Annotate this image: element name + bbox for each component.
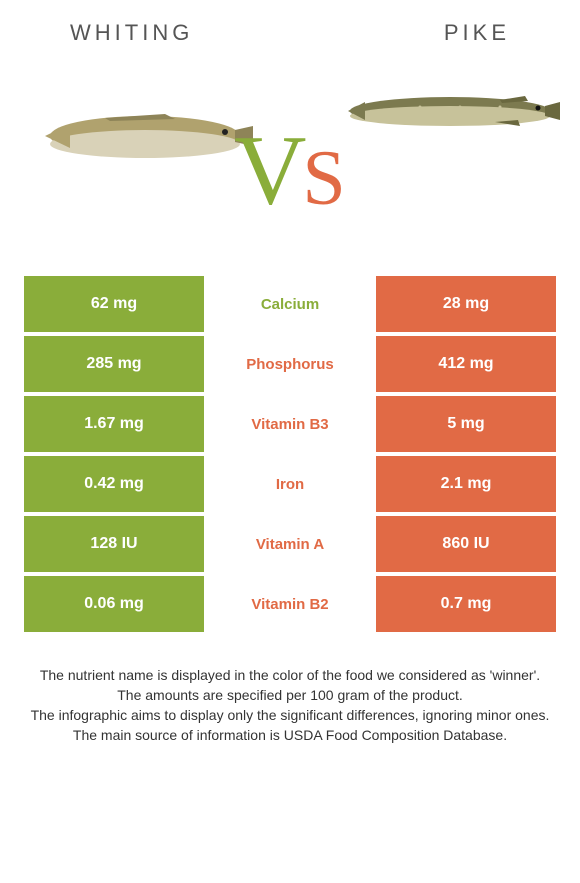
table-row: 0.06 mgVitamin B20.7 mg — [24, 576, 556, 632]
table-row: 1.67 mgVitamin B35 mg — [24, 396, 556, 452]
left-value: 0.06 mg — [24, 576, 204, 632]
right-value: 5 mg — [376, 396, 556, 452]
whiting-fish-image — [35, 96, 255, 176]
nutrient-name: Phosphorus — [204, 336, 376, 392]
footer-line: The main source of information is USDA F… — [20, 726, 560, 745]
right-value: 28 mg — [376, 276, 556, 332]
left-value: 285 mg — [24, 336, 204, 392]
hero-section: V S — [0, 56, 580, 276]
pike-fish-image — [340, 76, 560, 146]
right-value: 412 mg — [376, 336, 556, 392]
nutrient-name: Vitamin B3 — [204, 396, 376, 452]
table-row: 285 mgPhosphorus412 mg — [24, 336, 556, 392]
left-food-title: WHITING — [70, 20, 193, 46]
left-value: 128 IU — [24, 516, 204, 572]
vs-v-letter: V — [234, 113, 306, 228]
right-value: 860 IU — [376, 516, 556, 572]
footer-line: The infographic aims to display only the… — [20, 706, 560, 725]
vs-s-letter: S — [302, 133, 345, 223]
vs-label: V S — [234, 113, 346, 228]
right-value: 2.1 mg — [376, 456, 556, 512]
nutrient-name: Iron — [204, 456, 376, 512]
left-value: 62 mg — [24, 276, 204, 332]
left-value: 1.67 mg — [24, 396, 204, 452]
nutrient-name: Calcium — [204, 276, 376, 332]
footer-notes: The nutrient name is displayed in the co… — [0, 636, 580, 745]
nutrient-name: Vitamin B2 — [204, 576, 376, 632]
table-row: 62 mgCalcium28 mg — [24, 276, 556, 332]
table-row: 128 IUVitamin A860 IU — [24, 516, 556, 572]
table-row: 0.42 mgIron2.1 mg — [24, 456, 556, 512]
nutrient-name: Vitamin A — [204, 516, 376, 572]
right-food-title: PIKE — [444, 20, 510, 46]
right-value: 0.7 mg — [376, 576, 556, 632]
left-value: 0.42 mg — [24, 456, 204, 512]
footer-line: The nutrient name is displayed in the co… — [20, 666, 560, 685]
nutrient-table: 62 mgCalcium28 mg285 mgPhosphorus412 mg1… — [0, 276, 580, 632]
footer-line: The amounts are specified per 100 gram o… — [20, 686, 560, 705]
